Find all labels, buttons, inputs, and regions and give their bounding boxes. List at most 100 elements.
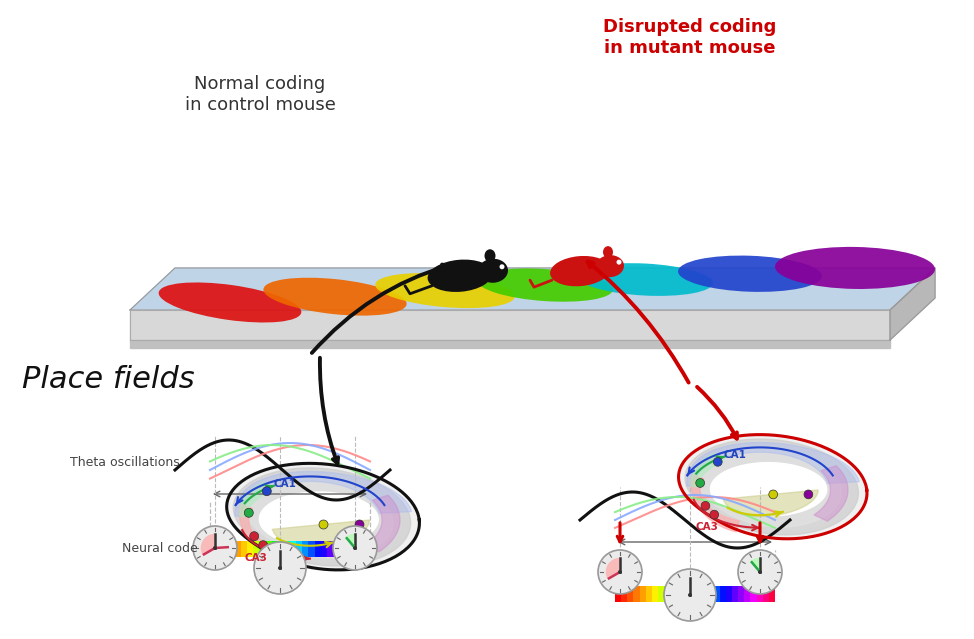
Bar [327,541,333,557]
Polygon shape [272,520,369,547]
Text: CA1: CA1 [274,479,296,489]
Circle shape [598,550,642,594]
Circle shape [259,541,268,550]
Circle shape [688,593,692,597]
Wedge shape [201,534,215,555]
Bar [763,586,769,602]
Bar [731,586,738,602]
Circle shape [353,546,357,550]
Circle shape [701,502,710,510]
Bar [283,541,290,557]
Polygon shape [259,492,378,546]
Text: Place fields: Place fields [22,366,195,394]
Bar [615,586,621,602]
Bar [290,541,296,557]
Polygon shape [814,466,848,521]
Polygon shape [246,477,393,558]
Bar [695,586,701,602]
Polygon shape [234,468,411,566]
Circle shape [244,508,253,518]
Ellipse shape [603,246,613,258]
Ellipse shape [375,273,514,308]
Bar [333,541,340,557]
Circle shape [618,570,622,574]
Bar [265,541,272,557]
Bar [259,541,266,557]
Bar [357,541,364,557]
Bar [720,586,726,602]
Polygon shape [130,268,935,310]
Bar [738,586,744,602]
Polygon shape [710,463,827,516]
Circle shape [500,265,505,269]
Polygon shape [692,454,724,487]
Polygon shape [692,443,850,531]
Polygon shape [687,443,859,487]
Polygon shape [685,439,858,535]
Wedge shape [751,558,760,572]
Polygon shape [679,435,867,539]
Polygon shape [240,482,273,517]
Bar [315,541,321,557]
Bar [216,541,223,557]
Text: Neural code: Neural code [123,543,198,555]
Text: CA3: CA3 [695,522,719,532]
Bar [309,541,315,557]
Bar [757,586,763,602]
Text: CA1: CA1 [724,450,747,460]
Wedge shape [346,534,355,548]
Polygon shape [227,463,420,570]
Bar [302,541,309,557]
Bar [339,541,346,557]
Polygon shape [235,472,412,517]
Circle shape [713,458,722,466]
Polygon shape [890,268,935,340]
Polygon shape [240,472,402,562]
Polygon shape [365,495,400,552]
Bar [278,541,284,557]
Bar [241,541,247,557]
Bar [652,586,658,602]
Circle shape [768,490,777,499]
Text: Disrupted coding
in mutant mouse: Disrupted coding in mutant mouse [603,18,776,57]
Polygon shape [692,475,739,532]
Bar [744,586,751,602]
Ellipse shape [477,268,613,302]
Circle shape [333,526,377,570]
Bar [364,541,370,557]
Circle shape [278,566,282,570]
Bar [210,541,216,557]
Circle shape [617,259,621,265]
Ellipse shape [550,256,610,286]
Polygon shape [240,504,289,563]
Polygon shape [130,340,890,348]
Polygon shape [698,448,842,527]
Bar [750,586,757,602]
Ellipse shape [678,256,822,292]
Ellipse shape [478,259,508,283]
Circle shape [254,542,306,594]
Ellipse shape [596,255,624,277]
Bar [670,586,677,602]
Bar [768,586,775,602]
Bar [707,586,714,602]
Circle shape [758,570,762,574]
Circle shape [695,479,704,488]
Circle shape [664,569,716,621]
Circle shape [804,490,812,499]
Circle shape [193,526,237,570]
Circle shape [355,520,364,529]
Text: Theta oscillations: Theta oscillations [70,456,180,468]
Text: CA3: CA3 [244,553,268,563]
Bar [726,586,732,602]
Polygon shape [710,463,827,516]
Bar [714,586,720,602]
Polygon shape [723,490,818,516]
Ellipse shape [263,278,406,316]
Bar [229,541,235,557]
Text: Normal coding
in control mouse: Normal coding in control mouse [184,75,335,114]
Wedge shape [606,558,620,579]
Bar [677,586,683,602]
Bar [621,586,627,602]
Ellipse shape [577,263,713,296]
